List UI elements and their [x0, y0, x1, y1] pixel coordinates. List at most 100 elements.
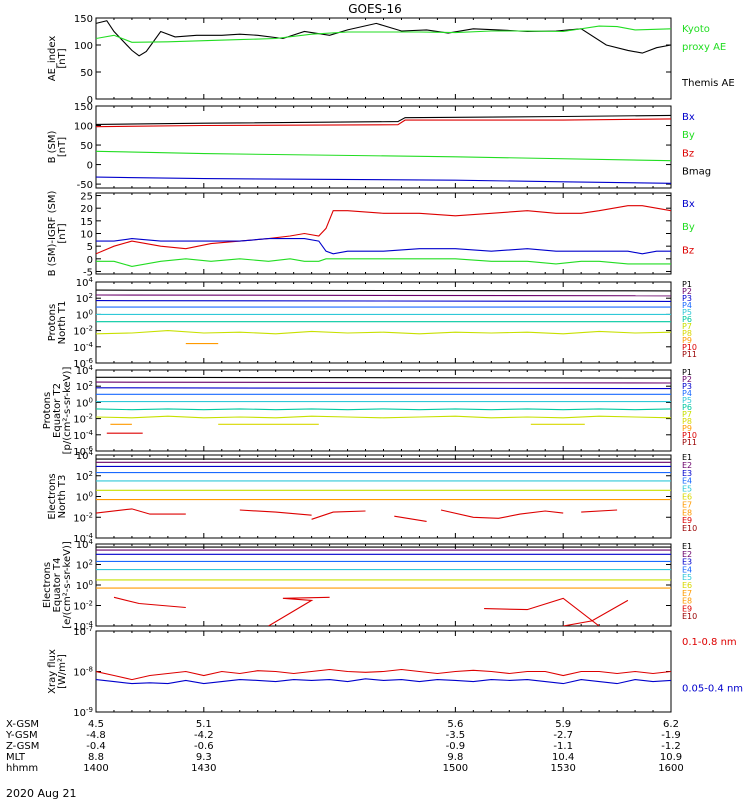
legend-item: P3: [682, 294, 692, 303]
legend-item: P10: [682, 343, 697, 352]
legend-item: E10: [682, 612, 697, 621]
legend-item: P8: [682, 417, 692, 426]
x-row-label: Y-GSM: [5, 730, 38, 741]
x-row-value: 1600: [658, 763, 683, 774]
legend-item: P2: [682, 287, 692, 296]
legend-item: Bx: [682, 112, 695, 123]
y-tick-label: 100: [74, 122, 93, 133]
legend-item: E10: [682, 524, 697, 533]
y-axis-label: Xray flux[W/m²]: [47, 649, 68, 694]
legend-item: P8: [682, 329, 692, 338]
y-tick-label: 100: [76, 396, 93, 409]
legend-item: By: [682, 130, 695, 141]
series-line-p7: [96, 330, 671, 335]
legend-item: P9: [682, 336, 692, 345]
legend-item: E6: [682, 493, 692, 502]
x-row-value: -3.5: [446, 730, 466, 741]
legend-item: E2: [682, 461, 692, 470]
y-axis-label: AE_index[nT]: [47, 36, 68, 82]
y-tick-label: 100: [76, 579, 93, 592]
legend-item: P9: [682, 424, 692, 433]
x-row-value: 10.9: [660, 752, 682, 763]
legend-item: Bx: [682, 199, 695, 210]
y-tick-label: 10-4: [73, 532, 93, 545]
legend-item: E3: [682, 469, 692, 478]
legend-item: E1: [682, 453, 692, 462]
legend-item: E5: [682, 485, 692, 494]
series-line-0-05-0-4-nm: [96, 678, 671, 685]
panel-enorth: 10-4 10-2 100 102 104 ElectronsNorth T3 E1E2E3…: [47, 449, 697, 545]
series-line-e9b: [239, 509, 312, 516]
series-line-themis-ae: [96, 20, 671, 57]
series-line-bmag: [96, 114, 671, 125]
panel-frame: [95, 105, 672, 189]
series-group: [96, 20, 671, 57]
y-tick-label: 10-6: [73, 445, 93, 458]
series-line-e9d: [394, 515, 427, 522]
legend-item: E5: [682, 573, 692, 582]
legend-item: E6: [682, 581, 692, 590]
legend-item: P7: [682, 322, 692, 331]
x-row-value: 1400: [83, 763, 108, 774]
x-row-value: -0.9: [446, 741, 466, 752]
panel-bsm: -50 0 50 100 150 B (SM)[nT] Bx By Bz Bmag: [47, 102, 711, 191]
legend-item: P5: [682, 308, 692, 317]
legend-item: E8: [682, 508, 692, 517]
y-axis-label: ProtonsNorth T1: [47, 301, 68, 345]
legend-item: By: [682, 222, 695, 233]
y-tick-label: 50: [80, 68, 93, 79]
y-tick-label: 50: [80, 141, 93, 152]
series-group: [96, 458, 671, 522]
y-tick-label: 100: [74, 41, 93, 52]
panel-pnorth: 10-6 10-4 10-2 100 102 104 ProtonsNorth T1 P1P2…: [47, 276, 697, 370]
x-row-value: 9.8: [447, 752, 463, 763]
panel-ae: 0 50 100 150 AE_index[nT] Kyoto proxy AE Themis…: [47, 14, 735, 106]
x-row-value: -1.1: [553, 741, 573, 752]
panel-frame: [95, 17, 672, 100]
x-row-value: -0.4: [86, 741, 106, 752]
y-tick-label: 102: [76, 292, 93, 305]
x-row-value: -2.7: [553, 730, 573, 741]
x-row-label: Z-GSM: [6, 741, 39, 752]
x-row-value: 5.9: [555, 719, 571, 730]
chart-title: GOES-16: [348, 2, 402, 16]
legend-item: P11: [682, 350, 697, 359]
series-line-e9f: [581, 509, 618, 513]
y-tick-label: 10-4: [73, 429, 93, 442]
x-row-label: hhmm: [6, 763, 38, 774]
y-tick-label: 25: [80, 192, 93, 203]
panel-frame: [95, 192, 672, 275]
y-tick-label: 100: [76, 491, 93, 504]
x-row-value: -4.8: [86, 730, 106, 741]
x-row-value: -1.2: [661, 741, 681, 752]
legend-item: P3: [682, 382, 692, 391]
series-line-p7: [96, 415, 671, 419]
y-tick-label: 0: [87, 95, 93, 106]
series-line-0-1-0-8-nm: [96, 668, 671, 681]
y-tick-label: 10-2: [73, 600, 93, 613]
series-line-e9b: [268, 596, 330, 626]
y-tick-label: 102: [76, 470, 93, 483]
legend-item: E4: [682, 565, 692, 574]
y-tick-label: 10-6: [73, 357, 93, 370]
panel-frame: [95, 281, 672, 364]
series-line-bx: [96, 176, 671, 184]
series-group: [96, 668, 671, 685]
legend-item: P10: [682, 431, 697, 440]
legend-item: Bz: [682, 148, 694, 159]
y-tick-label: 10-9: [73, 706, 93, 719]
y-tick-label: 20: [80, 204, 93, 215]
x-row-label: MLT: [6, 752, 26, 763]
y-tick-label: -5: [83, 267, 93, 278]
y-tick-label: 10-4: [73, 341, 93, 354]
legend-item: 0.1-0.8 nm: [682, 637, 737, 648]
series-line-e9d: [563, 599, 629, 626]
x-row-value: 6.2: [663, 719, 679, 730]
y-axis-label: ElectronsNorth T3: [47, 473, 68, 519]
legend-item: E4: [682, 477, 692, 486]
series-line-p1: [96, 376, 671, 379]
